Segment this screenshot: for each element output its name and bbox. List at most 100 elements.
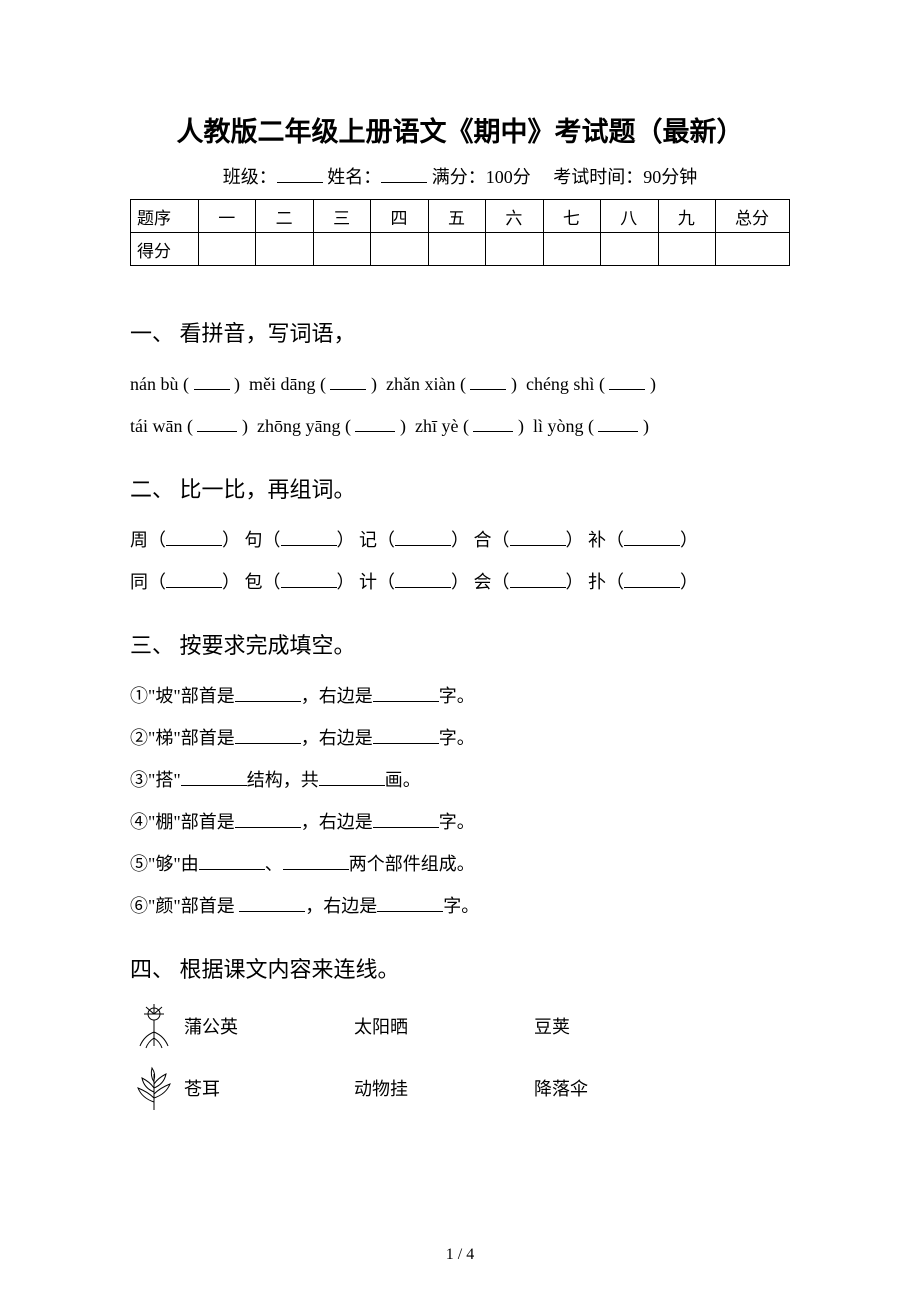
answer-blank[interactable] [373, 683, 439, 702]
text: ②"梯"部首是 [130, 728, 235, 748]
char: 计 [359, 572, 377, 592]
char: 周 [130, 530, 148, 550]
answer-blank[interactable] [395, 527, 451, 546]
answer-blank[interactable] [197, 413, 237, 432]
answer-blank[interactable] [166, 527, 222, 546]
text: ①"坡"部首是 [130, 686, 235, 706]
score-cell[interactable] [716, 233, 790, 266]
answer-blank[interactable] [235, 725, 301, 744]
answer-blank[interactable] [330, 371, 366, 390]
answer-blank[interactable] [355, 413, 395, 432]
q3-line4: ④"棚"部首是，右边是字。 [130, 804, 790, 840]
answer-blank[interactable] [235, 809, 301, 828]
answer-blank[interactable] [181, 767, 247, 786]
pinyin: chéng shì [526, 374, 594, 394]
text: 字。 [439, 686, 475, 706]
q4-item: 蒲公英 [184, 1013, 354, 1039]
score-cell[interactable] [658, 233, 716, 266]
col-header: 总分 [716, 200, 790, 233]
q3-line1: ①"坡"部首是，右边是字。 [130, 678, 790, 714]
score-cell[interactable] [256, 233, 313, 266]
answer-blank[interactable] [609, 371, 645, 390]
score-table: 题序 一 二 三 四 五 六 七 八 九 总分 得分 [130, 199, 790, 266]
q1-line1: nán bù ( ) měi dāng ( ) zhǎn xiàn ( ) ch… [130, 366, 790, 402]
score-cell[interactable] [199, 233, 256, 266]
answer-blank[interactable] [598, 413, 638, 432]
full-score-label: 满分：100分 [432, 167, 531, 187]
class-blank[interactable] [277, 164, 323, 183]
answer-blank[interactable] [319, 767, 385, 786]
answer-blank[interactable] [235, 683, 301, 702]
pinyin: zhǎn xiàn [386, 374, 455, 394]
score-cell[interactable] [543, 233, 600, 266]
text: ，右边是 [305, 896, 377, 916]
answer-blank[interactable] [194, 371, 230, 390]
text: ⑤"够"由 [130, 854, 199, 874]
name-blank[interactable] [381, 164, 427, 183]
score-cell[interactable] [486, 233, 543, 266]
pinyin: měi dāng [249, 374, 315, 394]
time-label: 考试时间：90分钟 [553, 167, 697, 187]
col-header: 九 [658, 200, 716, 233]
info-line: 班级： 姓名： 满分：100分 考试时间：90分钟 [130, 163, 790, 189]
q4-item: 豆荚 [534, 1013, 654, 1039]
dandelion-icon [130, 1002, 184, 1050]
text: ，右边是 [301, 812, 373, 832]
row-label: 题序 [131, 200, 199, 233]
pinyin: tái wān [130, 416, 182, 436]
answer-blank[interactable] [373, 809, 439, 828]
text: 、 [265, 854, 283, 874]
char: 会 [474, 572, 492, 592]
score-cell[interactable] [371, 233, 428, 266]
pinyin: zhī yè [415, 416, 458, 436]
score-cell[interactable] [428, 233, 485, 266]
table-row: 题序 一 二 三 四 五 六 七 八 九 总分 [131, 200, 790, 233]
char: 补 [588, 530, 606, 550]
answer-blank[interactable] [281, 527, 337, 546]
pinyin: zhōng yāng [257, 416, 340, 436]
q4-row2: 苍耳 动物挂 降落伞 [130, 1064, 790, 1112]
xanthium-icon [130, 1064, 184, 1112]
q2-line2: 同（） 包（） 计（） 会（） 扑（） [130, 564, 790, 600]
text: 字。 [443, 896, 479, 916]
col-header: 八 [601, 200, 658, 233]
col-header: 五 [428, 200, 485, 233]
answer-blank[interactable] [373, 725, 439, 744]
q4-item: 太阳晒 [354, 1013, 534, 1039]
answer-blank[interactable] [281, 569, 337, 588]
q1-heading: 一、 看拼音，写词语， [130, 316, 790, 348]
col-header: 六 [486, 200, 543, 233]
answer-blank[interactable] [510, 527, 566, 546]
row-label: 得分 [131, 233, 199, 266]
char: 包 [245, 572, 263, 592]
answer-blank[interactable] [166, 569, 222, 588]
score-cell[interactable] [601, 233, 658, 266]
answer-blank[interactable] [377, 893, 443, 912]
text: 字。 [439, 728, 475, 748]
answer-blank[interactable] [199, 851, 265, 870]
answer-blank[interactable] [470, 371, 506, 390]
score-cell[interactable] [313, 233, 370, 266]
table-row: 得分 [131, 233, 790, 266]
answer-blank[interactable] [473, 413, 513, 432]
q3-line2: ②"梯"部首是，右边是字。 [130, 720, 790, 756]
q4-item: 降落伞 [534, 1075, 654, 1101]
col-header: 一 [199, 200, 256, 233]
char: 记 [359, 530, 377, 550]
answer-blank[interactable] [510, 569, 566, 588]
answer-blank[interactable] [239, 893, 305, 912]
class-label: 班级： [223, 167, 277, 187]
q3-line6: ⑥"颜"部首是 ，右边是 字。 [130, 888, 790, 924]
q4-row1: 蒲公英 太阳晒 豆荚 [130, 1002, 790, 1050]
text: ⑥"颜"部首是 [130, 896, 239, 916]
q4-item: 动物挂 [354, 1075, 534, 1101]
q2-line1: 周（） 句（） 记（） 合（） 补（） [130, 522, 790, 558]
pinyin: nán bù [130, 374, 179, 394]
col-header: 四 [371, 200, 428, 233]
text: ④"棚"部首是 [130, 812, 235, 832]
q3-heading: 三、 按要求完成填空。 [130, 628, 790, 660]
answer-blank[interactable] [395, 569, 451, 588]
answer-blank[interactable] [624, 569, 680, 588]
answer-blank[interactable] [283, 851, 349, 870]
answer-blank[interactable] [624, 527, 680, 546]
